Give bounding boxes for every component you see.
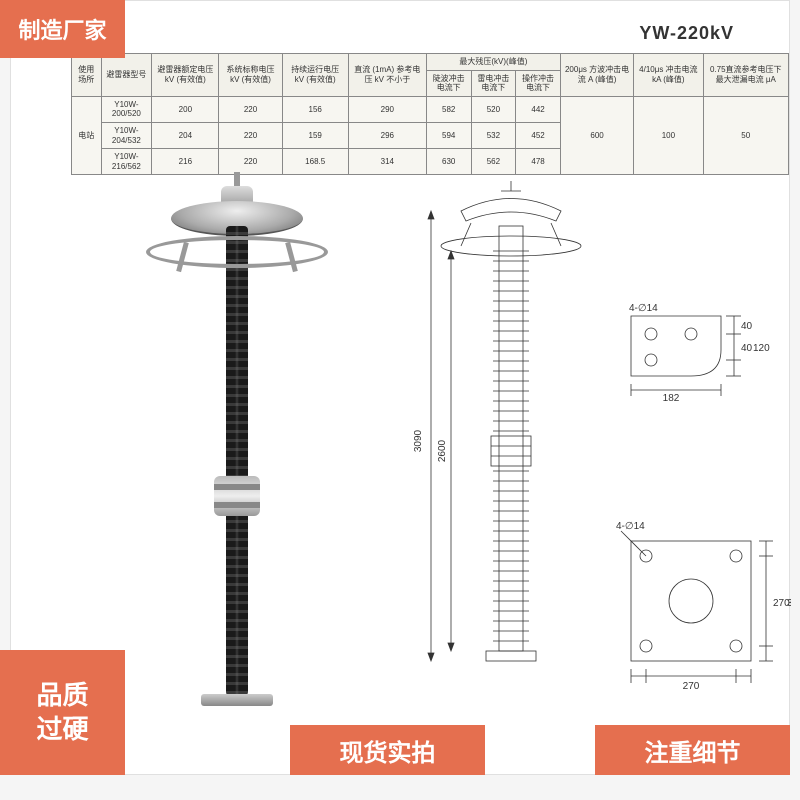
coupling-band2 (214, 502, 260, 508)
base-flange (201, 694, 273, 706)
col-header: 使用场所 (72, 54, 102, 97)
technical-drawing: 3090 2600 4-∅14 40 40 120 182 (391, 151, 791, 711)
mid-coupling (214, 476, 260, 516)
spec-sheet: YW-220kV 使用场所避雷器型号避雷器额定电压 kV (有效值)系统标称电压… (10, 0, 790, 775)
badge-detail: 注重细节 (595, 725, 790, 775)
coupling-band (214, 484, 260, 490)
col-header: 4/10μs 冲击电流 kA (峰值) (634, 54, 703, 97)
col-header: 最大残压(kV)(峰值) (426, 54, 560, 71)
base-dim-w: 270 (683, 681, 700, 692)
corona-ring (146, 236, 328, 268)
badge-quality-l1: 品质 (36, 679, 88, 713)
dim-outer: 3090 (413, 429, 424, 452)
table-cell: 442 (516, 96, 561, 122)
col-subheader: 陡波冲击电流下 (426, 70, 471, 96)
table-cell: 220 (219, 96, 282, 122)
top-dim-w: 182 (663, 393, 680, 404)
base-dim-b: 340 (787, 598, 791, 609)
top-holes: 4-∅14 (629, 303, 658, 314)
table-cell: 220 (219, 122, 282, 148)
col-header: 0.75直流参考电压下最大泄漏电流 μA (703, 54, 789, 97)
table-cell: 296 (348, 122, 426, 148)
col-subheader: 操作冲击电流下 (516, 70, 561, 96)
top-dim-a: 40 (741, 321, 753, 332)
badge-manufacturer: 制造厂家 (0, 0, 125, 58)
top-dim-b: 40 (741, 343, 753, 354)
badge-real-photo: 现货实拍 (290, 725, 485, 775)
base-holes: 4-∅14 (616, 521, 645, 532)
col-header: 避雷器额定电压 kV (有效值) (152, 54, 219, 97)
badge-quality-l2: 过硬 (36, 713, 88, 747)
col-header: 系统标称电压 kV (有效值) (219, 54, 282, 97)
table-cell: 290 (348, 96, 426, 122)
table-cell: 582 (426, 96, 471, 122)
top-dim-c: 120 (753, 343, 770, 354)
insulator-highlight (235, 226, 239, 696)
table-cell: 159 (282, 122, 348, 148)
model-title: YW-220kV (639, 23, 734, 44)
col-header: 直流 (1mA) 参考电压 kV 不小于 (348, 54, 426, 97)
table-cell: Y10W-200/520 (101, 96, 152, 122)
col-header: 避雷器型号 (101, 54, 152, 97)
table-cell: 电站 (72, 96, 102, 175)
table-cell: 200 (152, 96, 219, 122)
col-subheader: 雷电冲击电流下 (471, 70, 516, 96)
table-cell: 532 (471, 122, 516, 148)
table-cell: 452 (516, 122, 561, 148)
table-cell: 520 (471, 96, 516, 122)
table-header: 使用场所避雷器型号避雷器额定电压 kV (有效值)系统标称电压 kV (有效值)… (72, 54, 789, 97)
col-header: 持续运行电压 kV (有效值) (282, 54, 348, 97)
badge-quality: 品质 过硬 (0, 650, 125, 775)
table-cell: 594 (426, 122, 471, 148)
table-cell: Y10W-204/532 (101, 122, 152, 148)
dim-inner: 2600 (437, 439, 448, 462)
drawing-svg: 3090 2600 4-∅14 40 40 120 182 (391, 151, 791, 711)
table-cell: 156 (282, 96, 348, 122)
table-cell: 204 (152, 122, 219, 148)
col-header: 200μs 方波冲击电流 A (峰值) (560, 54, 633, 97)
product-photo (86, 166, 386, 706)
